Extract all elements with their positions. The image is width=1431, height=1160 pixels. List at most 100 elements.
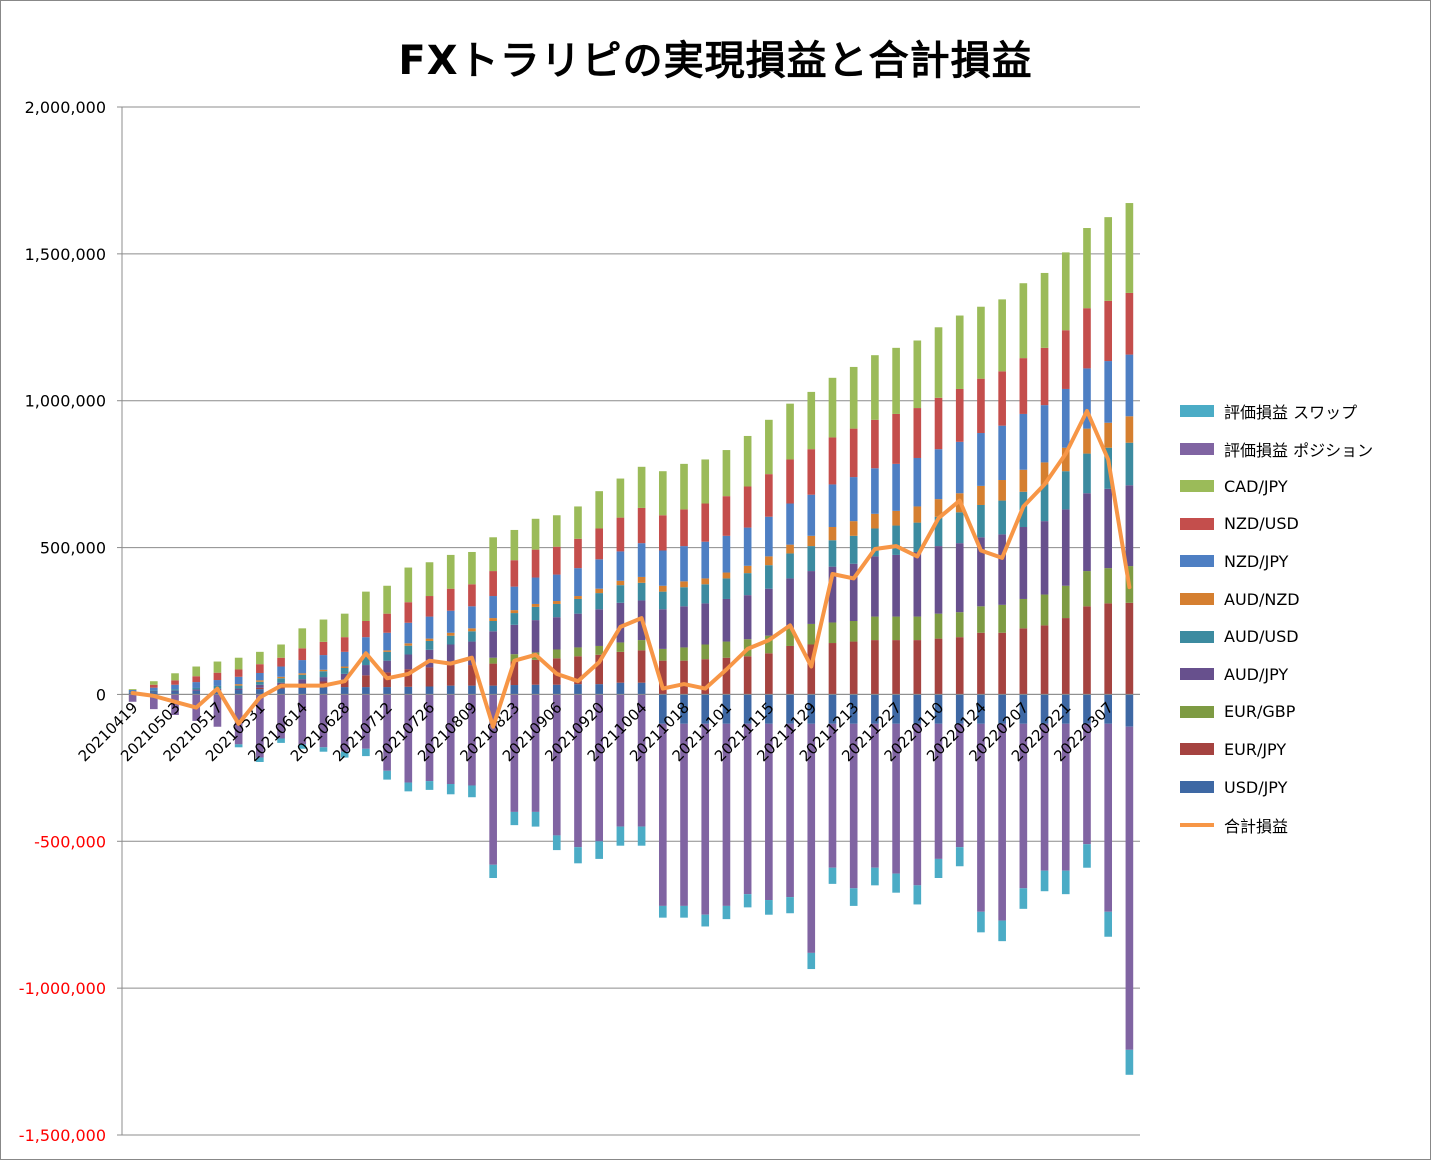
bar-segment [680,660,688,695]
bar-segment [892,463,900,511]
bar-segment [468,551,476,585]
bar-segment [1125,726,1134,1050]
bar-segment [998,299,1006,372]
bar-segment [934,613,943,639]
bar-segment [298,679,307,684]
bar-segment [616,826,625,846]
legend-swatch [1180,405,1214,417]
legend-item: AUD/NZD [1180,584,1300,614]
bar-segment [934,638,943,695]
bar-segment [892,347,900,414]
bar-segment [531,811,540,827]
bar-segment [404,686,413,695]
bar-segment [192,682,201,688]
bar-segment [1040,405,1049,463]
bar-segment [892,616,900,641]
bar-segment [1125,203,1134,293]
bar-segment [871,723,879,868]
bar-segment [998,920,1006,942]
bar-segment [828,527,837,541]
bar-segment [425,640,434,650]
bar-segment [807,623,816,645]
bar-segment [1040,462,1049,485]
bar-segment [658,694,667,724]
bar-segment [149,692,158,695]
bar-segment [765,635,773,654]
bar-segment [1040,723,1049,871]
bar-segment [616,694,625,827]
bar-segment [319,669,328,672]
bar-segment [298,687,307,695]
bar-segment [319,694,328,748]
legend-label: AUD/NZD [1224,589,1300,609]
bar-segment [616,478,625,518]
bar-segment [743,694,752,724]
bar-segment [1019,527,1028,599]
bar-segment [1061,447,1070,472]
bar-segment [892,554,900,617]
bar-segment [425,596,434,617]
bar-segment [828,694,837,724]
bar-segment [977,911,985,933]
bar-segment [340,679,349,688]
bar-segment [998,632,1006,695]
bar-segment [595,588,604,594]
bar-segment [1019,413,1028,470]
bar-segment [1083,844,1091,868]
legend-item: CAD/JPY [1180,471,1288,501]
bar-segment [807,535,816,547]
bar-segment [892,723,900,874]
bar-segment [192,687,201,690]
bar-segment [446,644,455,666]
bar-segment [977,606,985,633]
bar-segment [192,666,201,677]
bar-segment [934,546,943,614]
bar-segment [171,689,179,691]
bar-segment [616,517,625,552]
bar-segment [722,657,731,695]
y-tick-label: -500,000 [34,832,106,851]
bar-segment [955,612,964,638]
bar-segment [743,565,752,574]
bar-segment [404,622,413,644]
bar-segment [595,645,604,655]
legend-label: EUR/GBP [1224,702,1296,722]
bar-segment [722,694,731,724]
bar-segment [616,585,625,603]
bar-segment [722,535,731,573]
bar-segment [934,858,943,878]
bar-segment [149,690,158,692]
bar-segment [1083,694,1091,724]
bar-segment [1019,598,1028,629]
bar-segment [128,690,137,692]
bar-segment [955,543,964,613]
bar-segment [743,486,752,528]
bar-segment [743,723,752,895]
legend-swatch [1180,743,1214,756]
bar-segment [807,723,816,953]
bar-segment [256,680,264,682]
bar-segment [383,770,391,780]
bar-segment [1019,888,1028,909]
bar-segment [680,694,688,724]
bar-segment [340,666,349,668]
bar-segment [340,667,349,674]
bar-segment [552,649,561,659]
bar-segment [1083,308,1091,369]
bar-segment [489,618,497,621]
bar-segment [234,657,243,670]
bar-segment [489,663,497,686]
bar-segment [468,785,476,798]
bar-segment [637,682,646,695]
bar-segment [743,435,752,487]
bar-segment [680,581,688,588]
bar-segment [404,669,413,687]
bar-segment [1040,347,1049,406]
bar-segment [680,509,688,547]
bar-segment [998,371,1006,426]
bar-segment [171,673,179,681]
bar-segment [234,688,243,691]
bar-segment [362,621,370,638]
bar-segment [510,624,519,655]
